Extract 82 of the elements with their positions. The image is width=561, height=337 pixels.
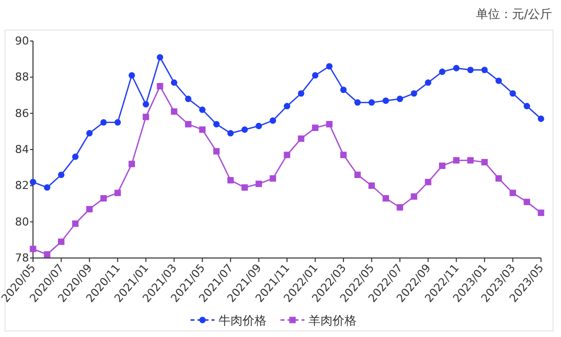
point — [312, 124, 318, 131]
point — [368, 182, 375, 189]
point — [227, 177, 234, 184]
point — [312, 72, 318, 79]
point — [354, 172, 361, 178]
point — [368, 99, 375, 106]
point — [128, 160, 135, 168]
point — [453, 64, 460, 72]
point — [439, 68, 446, 75]
point — [114, 119, 121, 126]
point — [199, 106, 206, 113]
point — [326, 120, 333, 128]
point — [538, 116, 544, 122]
point — [213, 120, 220, 128]
point — [142, 114, 150, 120]
point — [467, 66, 474, 74]
point — [382, 97, 389, 104]
point — [495, 78, 502, 84]
point — [170, 108, 178, 115]
point — [354, 99, 361, 106]
point — [424, 178, 432, 186]
point — [340, 152, 347, 158]
point — [410, 90, 418, 97]
point — [128, 72, 135, 79]
point — [256, 122, 262, 130]
point — [524, 198, 530, 206]
point — [241, 126, 248, 133]
point — [185, 96, 192, 102]
point — [58, 172, 64, 178]
legend-label: 羊肉价格 — [308, 314, 356, 328]
point — [424, 79, 432, 86]
point — [199, 126, 206, 133]
point — [510, 90, 516, 97]
y-tick-label: 88 — [15, 70, 29, 84]
point — [298, 90, 304, 97]
point — [284, 102, 290, 110]
point — [100, 119, 107, 126]
point — [44, 184, 50, 191]
y-tick-label: 82 — [15, 179, 29, 192]
point — [270, 175, 276, 182]
point — [156, 54, 164, 60]
point — [72, 154, 79, 160]
point — [30, 178, 36, 186]
y-tick-label: 84 — [15, 143, 29, 156]
point — [256, 180, 262, 188]
y-tick-label: 86 — [15, 106, 29, 120]
point — [284, 152, 290, 158]
point — [298, 135, 304, 142]
point — [270, 117, 276, 124]
text: 单位：元/公斤 — [476, 7, 552, 21]
point — [170, 79, 178, 86]
point — [72, 220, 79, 227]
point — [100, 195, 107, 202]
point — [185, 120, 192, 128]
y-tick-label: 90 — [15, 34, 29, 48]
point — [340, 86, 347, 94]
point — [86, 130, 93, 136]
point — [326, 63, 333, 70]
legend-label: 牛肉价格 — [218, 314, 266, 328]
point — [156, 83, 164, 90]
point — [538, 210, 544, 216]
point — [453, 157, 460, 164]
point — [213, 148, 220, 155]
point — [495, 175, 502, 182]
y-tick-label: 78 — [15, 252, 29, 264]
point — [227, 130, 234, 136]
point — [396, 204, 404, 211]
point — [58, 238, 64, 245]
point — [396, 96, 404, 102]
point — [241, 184, 248, 191]
point — [481, 158, 488, 166]
point — [524, 102, 530, 110]
point — [382, 195, 389, 202]
point — [142, 101, 150, 108]
point — [510, 190, 516, 196]
y-tick-label: 80 — [15, 215, 29, 228]
point — [439, 162, 446, 169]
point — [44, 251, 50, 258]
point — [86, 206, 93, 212]
point — [481, 66, 488, 74]
point — [467, 157, 474, 164]
point — [114, 190, 121, 196]
